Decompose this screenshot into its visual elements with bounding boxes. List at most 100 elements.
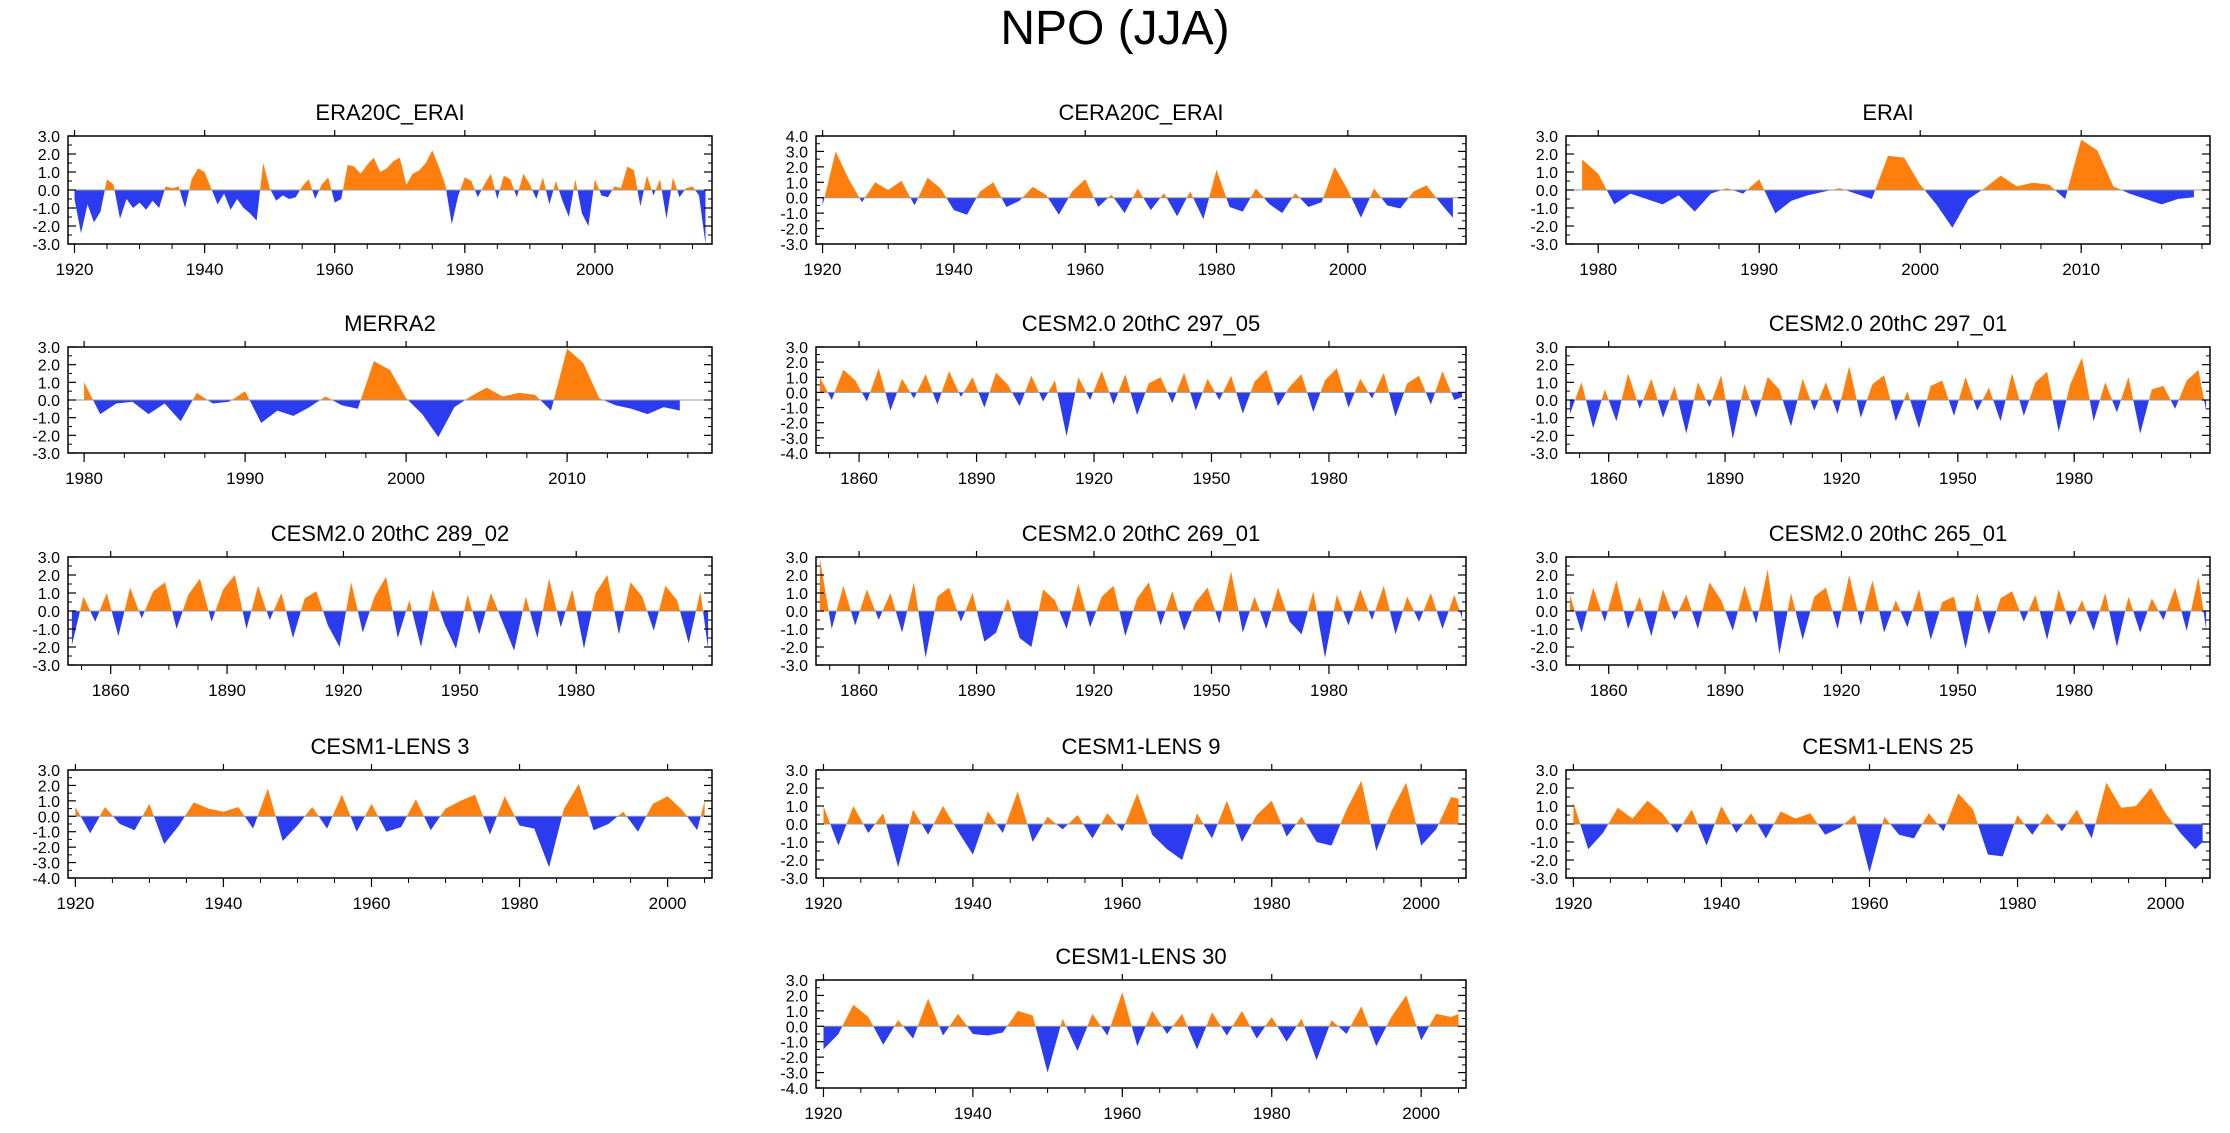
x-tick-label: 1950 xyxy=(441,681,479,700)
x-tick-label: 1920 xyxy=(1075,469,1113,488)
x-tick-label: 2000 xyxy=(1402,1104,1440,1123)
y-tick-label: 3.0 xyxy=(38,550,60,567)
y-tick-label: 0.0 xyxy=(786,191,808,208)
panel-title: CESM1-LENS 9 xyxy=(1062,734,1221,759)
x-tick-label: 1950 xyxy=(1939,469,1977,488)
y-tick-label: -1.0 xyxy=(32,201,60,218)
x-tick-label: 1920 xyxy=(805,894,843,913)
y-tick-label: 3.0 xyxy=(38,340,60,357)
y-tick-label: 1.0 xyxy=(786,175,808,192)
chart-panel: 3.02.01.00.0-1.0-2.0-3.0 1980 1990 2000 2010… xyxy=(1530,100,2211,279)
negative-area xyxy=(827,392,1463,437)
positive-area xyxy=(819,558,1463,611)
chart-panel: 3.02.01.00.0-1.0-2.0-3.0 1920 1940 1960 1980… xyxy=(1530,734,2211,913)
positive-area xyxy=(1569,357,2207,400)
y-tick-label: 2.0 xyxy=(786,781,808,798)
y-tick-label: -2.0 xyxy=(32,640,60,657)
x-tick-label: 1990 xyxy=(226,469,264,488)
negative-area xyxy=(75,816,705,868)
x-tick-label: 2000 xyxy=(1329,260,1367,279)
positive-area xyxy=(823,780,1459,824)
x-tick-label: 2010 xyxy=(2062,260,2100,279)
y-tick-label: 0.0 xyxy=(786,385,808,402)
series-area xyxy=(816,368,1466,437)
x-tick-label: 1980 xyxy=(65,469,103,488)
x-tick-label: 1940 xyxy=(954,894,992,913)
y-tick-label: -2.0 xyxy=(780,853,808,870)
x-tick-label: 1980 xyxy=(1253,894,1291,913)
x-tick-label: 1920 xyxy=(1075,681,1113,700)
y-tick-label: 3.0 xyxy=(38,129,60,146)
y-tick-label: -3.0 xyxy=(780,1066,808,1083)
y-tick-label: 3.0 xyxy=(38,763,60,780)
y-tick-label: -2.0 xyxy=(1530,219,1558,236)
positive-area xyxy=(822,151,1453,198)
chart-panel: 4.03.02.01.00.0-1.0-2.0-3.0 1920 1940 1960 1… xyxy=(780,100,1467,279)
panel-title: ERA20C_ERAI xyxy=(315,100,464,125)
y-tick-label: 3.0 xyxy=(1536,763,1558,780)
panel-title: CESM2.0 20thC 297_01 xyxy=(1769,311,2008,336)
x-tick-label: 2000 xyxy=(1901,260,1939,279)
x-tick-label: 1920 xyxy=(325,681,363,700)
x-tick-label: 1920 xyxy=(805,1104,843,1123)
x-tick-label: 1960 xyxy=(353,894,391,913)
x-tick-label: 2000 xyxy=(576,260,614,279)
y-tick-label: -1.0 xyxy=(780,622,808,639)
negative-area xyxy=(74,190,706,244)
negative-area xyxy=(822,197,1453,220)
x-tick-label: 1920 xyxy=(56,260,94,279)
series-area xyxy=(68,150,712,244)
series-area xyxy=(68,575,712,651)
y-tick-label: 3.0 xyxy=(786,144,808,161)
x-tick-label: 1980 xyxy=(2055,681,2093,700)
positive-area xyxy=(1573,782,2203,824)
y-tick-label: -1.0 xyxy=(1530,411,1558,428)
panel-title: MERRA2 xyxy=(344,311,436,336)
x-tick-label: 1860 xyxy=(1590,681,1628,700)
y-tick-label: 0.0 xyxy=(1536,604,1558,621)
chart-panel: 3.02.01.00.0-1.0-2.0-3.0 1920 1940 1960 1980… xyxy=(780,734,1467,913)
negative-area xyxy=(823,824,1459,868)
y-tick-label: 3.0 xyxy=(786,550,808,567)
positive-area xyxy=(84,348,680,400)
positive-area xyxy=(74,150,706,190)
x-tick-label: 2000 xyxy=(1402,894,1440,913)
panel-title: CESM2.0 20thC 289_02 xyxy=(271,521,510,546)
y-tick-label: -1.0 xyxy=(780,401,808,418)
y-tick-label: 2.0 xyxy=(1536,568,1558,585)
panel-title: CERA20C_ERAI xyxy=(1058,100,1223,125)
negative-area xyxy=(823,1026,1459,1073)
x-tick-label: 2000 xyxy=(387,469,425,488)
y-tick-label: 2.0 xyxy=(38,568,60,585)
chart-panel: 3.02.01.00.0-1.0-2.0-3.0 1860 1890 1920 1950… xyxy=(1530,311,2211,488)
positive-area xyxy=(71,575,709,611)
x-tick-label: 1980 xyxy=(1579,260,1617,279)
positive-area xyxy=(1582,139,2194,190)
y-tick-label: -1.0 xyxy=(780,1035,808,1052)
series-area xyxy=(68,783,712,868)
y-tick-label: 0.0 xyxy=(38,809,60,826)
x-tick-label: 1960 xyxy=(316,260,354,279)
y-tick-label: 2.0 xyxy=(786,988,808,1005)
y-tick-label: -3.0 xyxy=(32,237,60,254)
y-tick-label: -3.0 xyxy=(1530,237,1558,254)
y-tick-label: 1.0 xyxy=(1536,165,1558,182)
panel-title: ERAI xyxy=(1862,100,1913,125)
y-tick-label: 2.0 xyxy=(1536,358,1558,375)
x-tick-label: 1940 xyxy=(1703,894,1741,913)
y-tick-label: 1.0 xyxy=(1536,375,1558,392)
chart-panel: 3.02.01.00.0-1.0-2.0-3.0-4.0 1920 1940 1960… xyxy=(780,944,1467,1123)
x-tick-label: 1860 xyxy=(1590,469,1628,488)
x-tick-label: 1940 xyxy=(935,260,973,279)
x-tick-label: 1940 xyxy=(954,1104,992,1123)
y-tick-label: 2.0 xyxy=(1536,147,1558,164)
y-tick-label: -3.0 xyxy=(780,658,808,675)
y-tick-label: -3.0 xyxy=(780,871,808,888)
panel-title: CESM1-LENS 30 xyxy=(1055,944,1226,969)
y-tick-label: -2.0 xyxy=(32,219,60,236)
y-tick-label: 1.0 xyxy=(38,375,60,392)
y-tick-label: 1.0 xyxy=(38,165,60,182)
negative-area xyxy=(819,611,1463,658)
x-tick-label: 1960 xyxy=(1066,260,1104,279)
